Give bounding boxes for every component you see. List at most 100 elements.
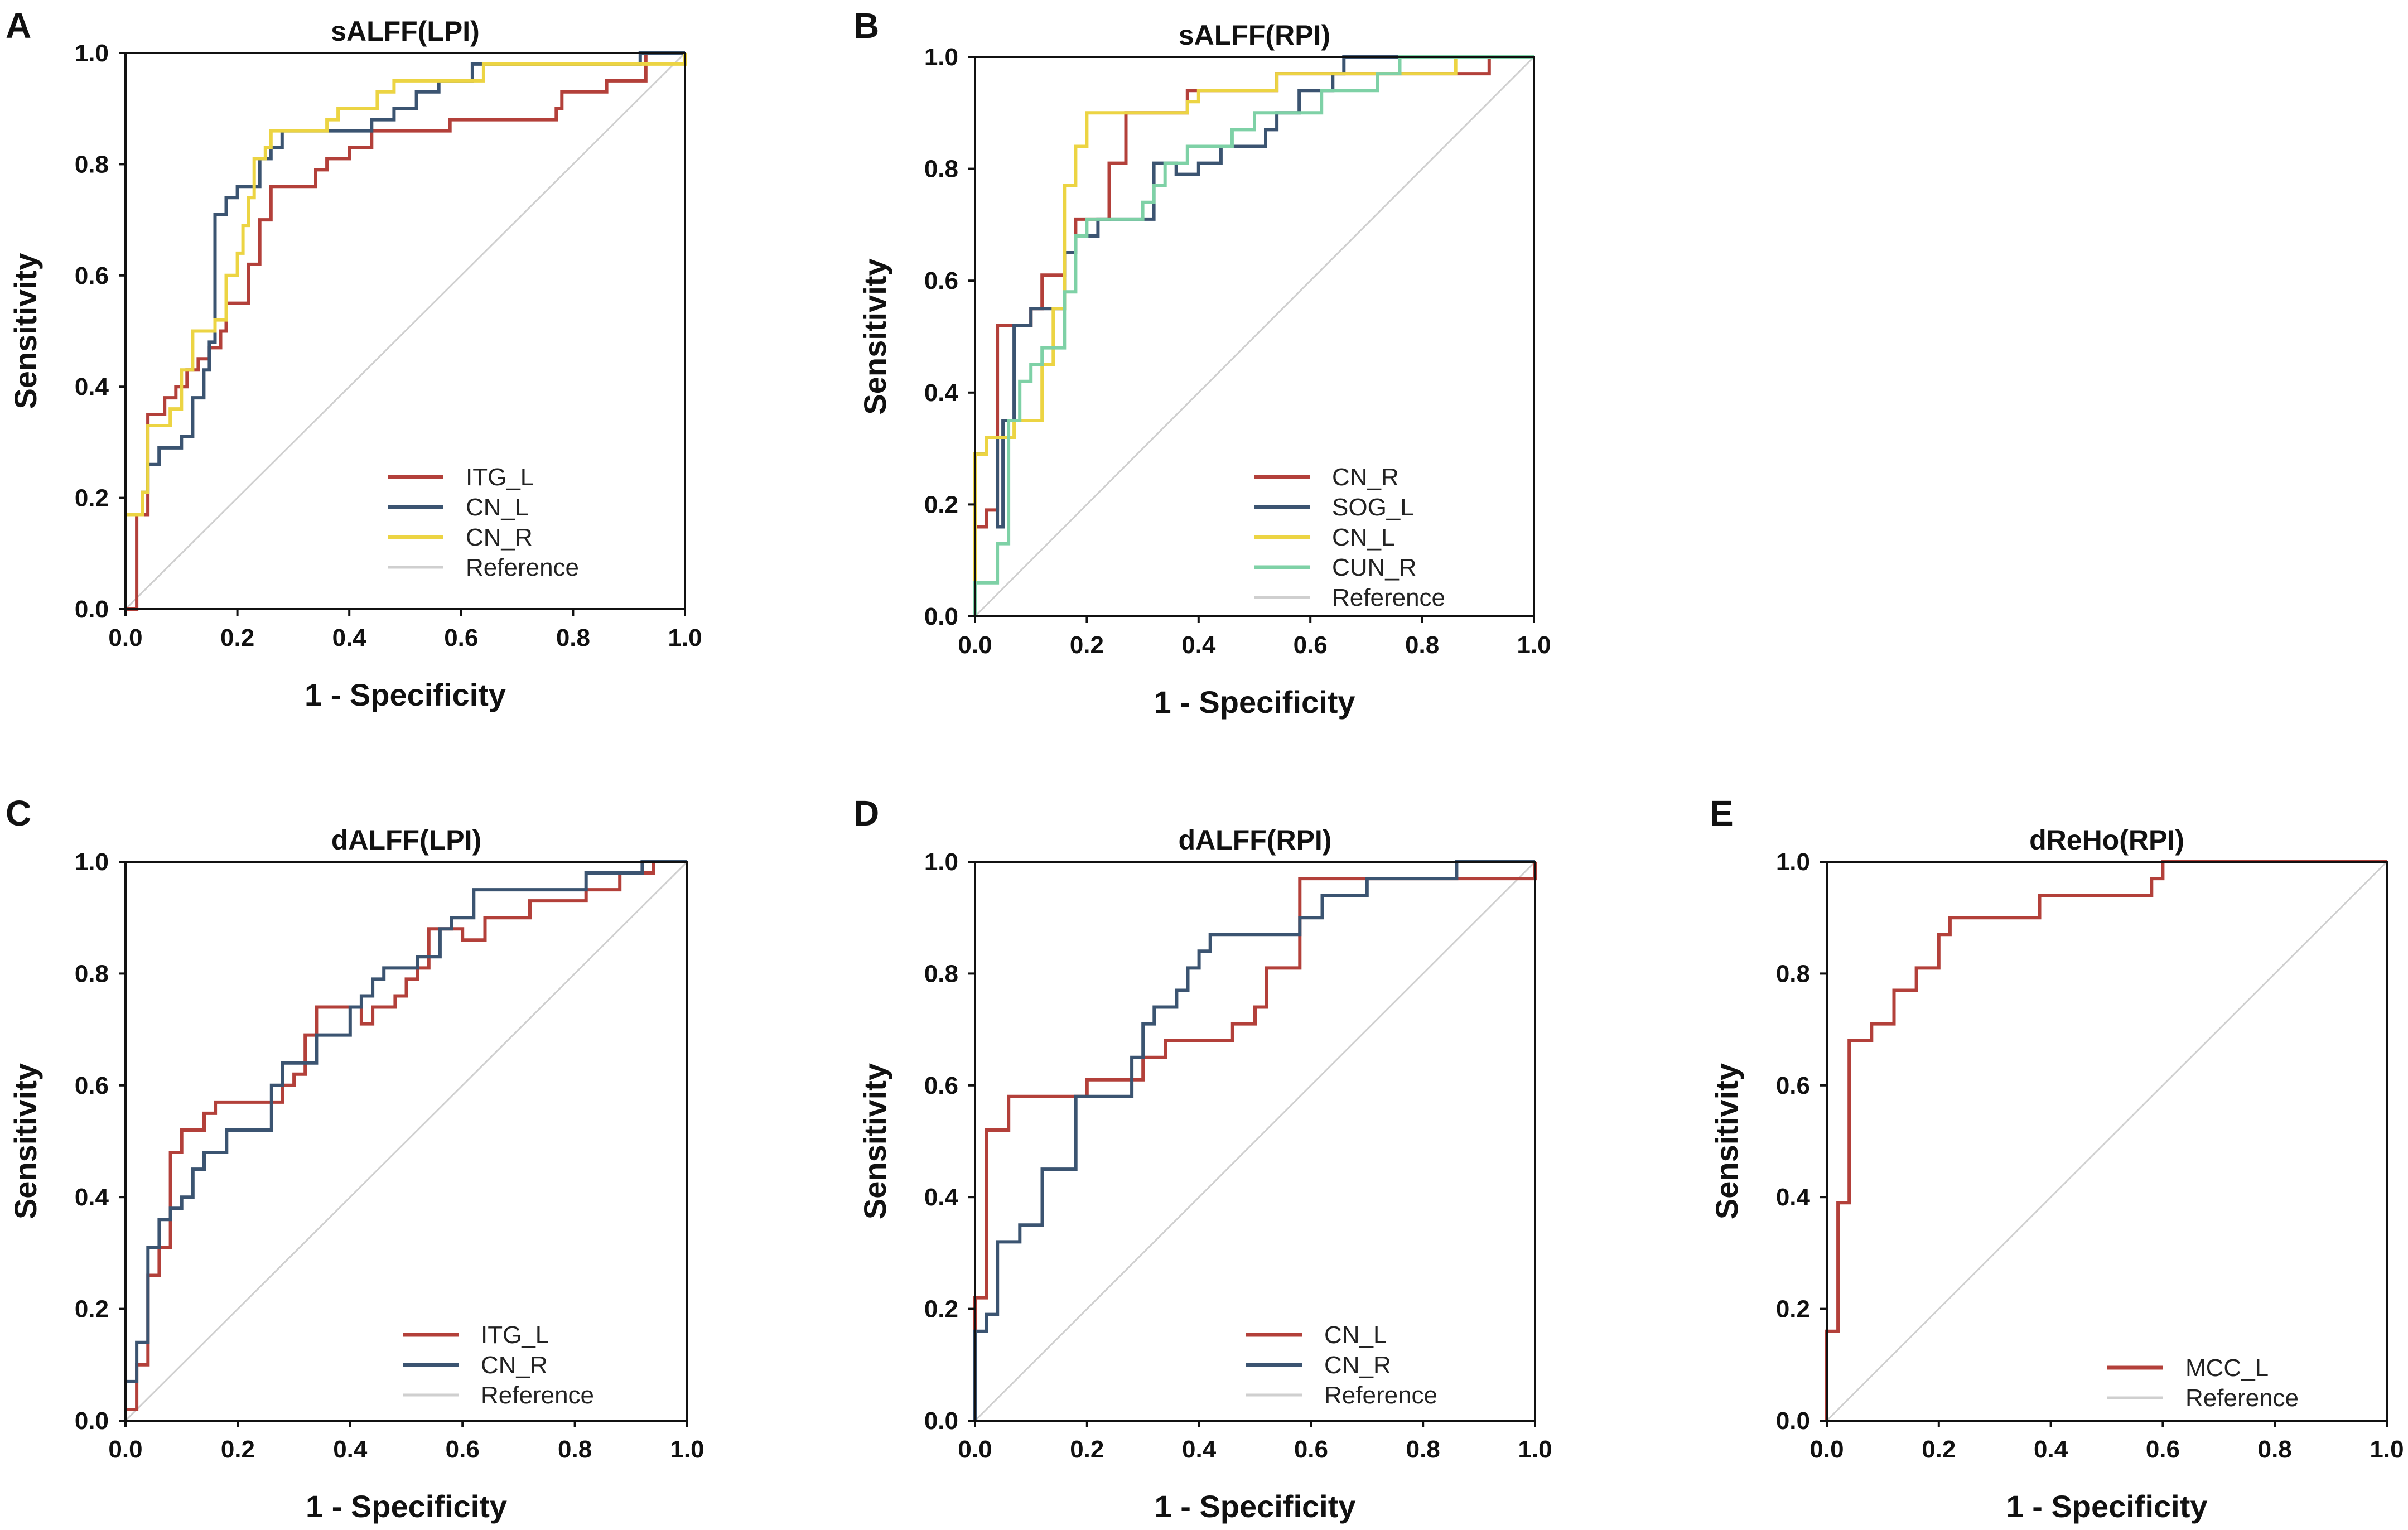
x-tick-label: 0.8 (558, 1436, 592, 1463)
legend-label: CN_L (1332, 524, 1395, 551)
chart-title: dALFF(LPI) (331, 824, 481, 856)
x-tick-label: 0.2 (220, 624, 254, 651)
panel-letter: D (853, 793, 879, 833)
legend-label: CUN_R (1332, 554, 1417, 581)
x-tick-label: 0.4 (332, 624, 367, 651)
x-tick-label: 0.6 (446, 1436, 480, 1463)
y-tick-label: 0.0 (924, 1407, 958, 1435)
y-tick-label: 1.0 (1776, 848, 1810, 876)
panel-letter: E (1710, 793, 1734, 833)
x-tick-label: 0.6 (444, 624, 478, 651)
legend-label-reference: Reference (1324, 1382, 1437, 1409)
x-tick-label: 0.2 (1922, 1436, 1956, 1463)
roc-curve-mcc-l (1825, 860, 2387, 1421)
legend-label-reference: Reference (466, 554, 579, 581)
y-tick-label: 0.0 (924, 603, 958, 630)
y-tick-label: 1.0 (75, 848, 109, 876)
legend-label: MCC_L (2185, 1354, 2269, 1382)
plot-frame (1826, 861, 2388, 1422)
legend-label-reference: Reference (1332, 584, 1445, 611)
chart-title: sALFF(RPI) (1179, 20, 1330, 51)
y-tick-label: 0.6 (924, 267, 958, 295)
x-tick-label: 1.0 (670, 1436, 704, 1463)
y-tick-label: 0.8 (924, 156, 958, 183)
x-axis-label: 1 - Specificity (306, 1489, 507, 1524)
legend: ITG_L CN_L CN_R Reference (388, 464, 579, 581)
plot-frame (124, 52, 686, 610)
y-tick-label: 0.4 (75, 1184, 109, 1211)
panel-letter: B (853, 6, 879, 46)
legend-label: CN_L (1324, 1321, 1387, 1349)
y-tick-label: 0.2 (924, 1296, 958, 1323)
roc-curve-cn-r (973, 860, 1535, 1421)
x-tick-label: 0.8 (2258, 1436, 2292, 1463)
y-tick-label: 0.0 (75, 596, 109, 623)
panel-letter: A (6, 6, 31, 46)
roc-curve-itg-l (126, 51, 685, 611)
legend: CN_R SOG_L CN_L CUN_R Reference (1254, 464, 1445, 611)
legend: CN_L CN_R Reference (1246, 1321, 1437, 1409)
y-tick-label: 0.8 (1776, 960, 1810, 987)
x-tick-label: 0.0 (1809, 1436, 1844, 1463)
roc-curve-cn-r (124, 53, 687, 609)
reference-line (124, 861, 688, 1422)
plot-frame (974, 56, 1535, 617)
y-tick-label: 1.0 (924, 44, 958, 71)
plot-frame (974, 861, 1536, 1422)
reference-line (974, 861, 1536, 1422)
x-tick-label: 0.4 (2034, 1436, 2068, 1463)
x-tick-label: 0.6 (1294, 1436, 1328, 1463)
legend-label-reference: Reference (481, 1382, 594, 1409)
x-tick-label: 1.0 (2370, 1436, 2404, 1463)
y-tick-label: 0.0 (1776, 1407, 1810, 1435)
x-tick-label: 0.6 (2146, 1436, 2180, 1463)
chart-title: dReHo(RPI) (2029, 824, 2184, 856)
x-tick-label: 0.0 (958, 1436, 992, 1463)
plot-frame (124, 861, 688, 1422)
x-tick-label: 0.8 (1405, 631, 1439, 659)
y-tick-label: 0.0 (75, 1407, 109, 1435)
x-axis-label: 1 - Specificity (1154, 1489, 1355, 1524)
roc-curve-cun-r (973, 55, 1534, 616)
roc-curve-cn-l (124, 51, 685, 609)
legend-label: CN_L (466, 494, 529, 521)
x-tick-label: 0.2 (221, 1436, 255, 1463)
x-tick-label: 0.8 (556, 624, 590, 651)
chart-title: dALFF(RPI) (1179, 824, 1332, 856)
y-tick-label: 0.2 (75, 1296, 109, 1323)
legend: ITG_L CN_R Reference (403, 1321, 594, 1409)
y-tick-label: 0.6 (75, 262, 109, 289)
legend-label: ITG_L (466, 464, 534, 491)
x-tick-label: 0.2 (1070, 1436, 1104, 1463)
x-tick-label: 0.2 (1070, 631, 1104, 659)
reference-line (1826, 861, 2388, 1422)
y-tick-label: 0.2 (1776, 1296, 1810, 1323)
x-tick-label: 1.0 (668, 624, 702, 651)
y-tick-label: 0.8 (75, 151, 109, 178)
roc-curve-cn-l (973, 55, 1534, 616)
x-axis-label: 1 - Specificity (2006, 1489, 2207, 1524)
legend-label-reference: Reference (2185, 1384, 2299, 1412)
y-axis-label: Sensitivity (8, 1063, 43, 1219)
x-axis-label: 1 - Specificity (305, 677, 506, 712)
y-tick-label: 0.4 (1776, 1184, 1811, 1211)
y-tick-label: 1.0 (924, 848, 958, 876)
x-tick-label: 0.0 (108, 624, 142, 651)
roc-curve-cn-l (973, 862, 1537, 1421)
roc-curve-cn-r (124, 860, 687, 1421)
x-tick-label: 0.0 (108, 1436, 142, 1463)
legend-label: CN_R (1332, 464, 1399, 491)
y-axis-label: Sensitivity (857, 1063, 892, 1219)
panel-letter: C (6, 793, 31, 833)
y-axis-label: Sensitivity (857, 258, 892, 414)
x-tick-label: 0.6 (1294, 631, 1328, 659)
legend-label: SOG_L (1332, 494, 1414, 521)
y-tick-label: 0.4 (75, 373, 109, 400)
x-tick-label: 1.0 (1517, 631, 1551, 659)
